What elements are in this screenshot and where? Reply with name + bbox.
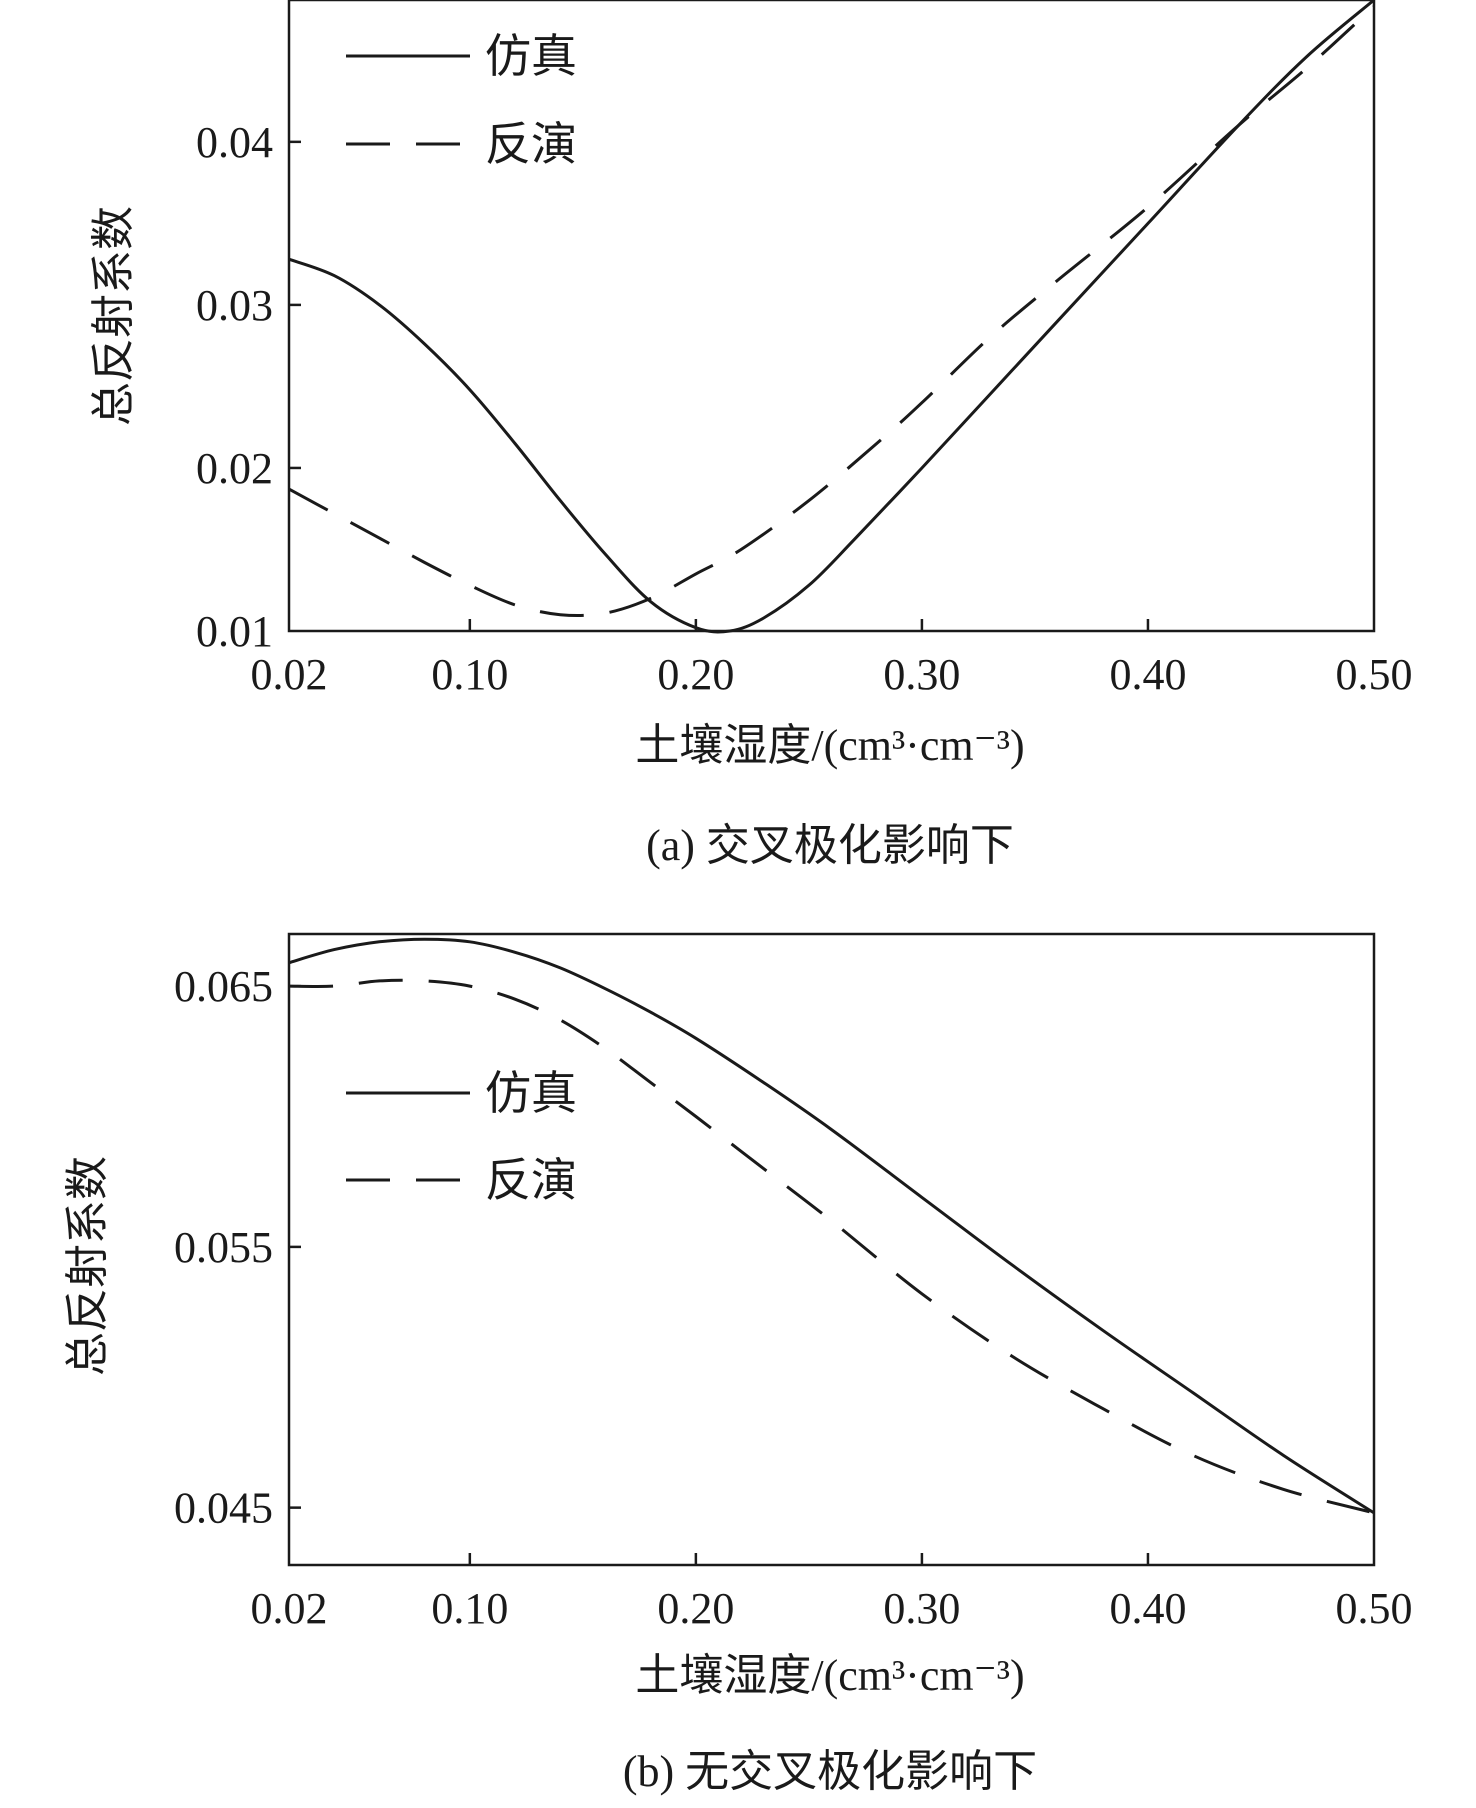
panel-b-legend-solid-label: 仿真 xyxy=(485,1068,577,1119)
y-tick-label: 0.03 xyxy=(196,281,273,330)
panel-a-plot-area xyxy=(287,0,1376,633)
panel-b-legend-dashed-label: 反演 xyxy=(485,1155,577,1206)
x-tick-label: 0.02 xyxy=(251,1584,328,1633)
panel-a-series-simulation-line xyxy=(288,0,1375,634)
y-tick-label: 0.065 xyxy=(174,962,273,1011)
panel-a-y-ticks: 0.01 0.02 0.03 0.04 xyxy=(196,118,301,656)
panel-a-axes-frame xyxy=(287,0,1376,633)
x-tick-label: 0.30 xyxy=(883,1584,960,1633)
panel-a-series-lines xyxy=(288,0,1376,634)
x-tick-label: 0.02 xyxy=(251,650,328,699)
x-tick-label: 0.20 xyxy=(657,1584,734,1633)
x-tick-label: 0.10 xyxy=(431,1584,508,1633)
panel-b-y-ticks: 0.045 0.055 0.065 xyxy=(174,962,301,1533)
panel-a-series-inversion-line xyxy=(288,5,1376,618)
x-tick-label: 0.30 xyxy=(883,650,960,699)
panel-a-x-ticks: 0.02 0.10 0.20 0.30 0.40 0.50 xyxy=(251,619,1413,699)
panel-b-series-lines xyxy=(288,937,1375,1515)
panel-a-legend-solid-label: 仿真 xyxy=(485,31,577,82)
y-tick-label: 0.055 xyxy=(174,1223,273,1272)
panel-a-x-axis-label: 土壤湿度/(cm³·cm⁻³) xyxy=(635,721,1024,770)
panel-b-x-axis-label: 土壤湿度/(cm³·cm⁻³) xyxy=(635,1651,1024,1700)
panel-b-series-inversion-line xyxy=(288,978,1375,1515)
panel-b-chart: 0.02 0.10 0.20 0.30 0.40 0.50 0.045 0.055 0.065… xyxy=(63,932,1413,1796)
x-tick-label: 0.40 xyxy=(1109,650,1186,699)
panel-a-y-axis-label: 总反射系数 xyxy=(89,206,138,426)
panel-b-plot-area xyxy=(287,932,1376,1567)
y-tick-label: 0.02 xyxy=(196,444,273,493)
panel-b-legend: 仿真 反演 xyxy=(346,1068,577,1206)
y-tick-label: 0.04 xyxy=(196,118,273,167)
panel-b-series-simulation-line xyxy=(288,937,1375,1515)
panel-a-chart: 0.02 0.10 0.20 0.30 0.40 0.50 0.010.020.030.0… xyxy=(89,0,1413,870)
x-tick-label: 0.40 xyxy=(1109,1584,1186,1633)
panel-a-legend: 仿真 反演 xyxy=(346,31,577,170)
panel-a-caption: (a) 交叉极化影响下 xyxy=(646,821,1014,870)
x-tick-label: 0.20 xyxy=(657,650,734,699)
panel-b-axes-frame xyxy=(287,932,1376,1567)
x-tick-label: 0.50 xyxy=(1336,650,1413,699)
panel-b-caption: (b) 无交叉极化影响下 xyxy=(623,1747,1037,1796)
panel-b-x-ticks: 0.02 0.10 0.20 0.30 0.40 0.50 xyxy=(251,1553,1413,1633)
x-tick-label: 0.50 xyxy=(1336,1584,1413,1633)
panel-a-legend-dashed-label: 反演 xyxy=(485,119,577,170)
x-tick-label: 0.10 xyxy=(431,650,508,699)
y-tick-label: 0.01 xyxy=(196,607,273,656)
panel-b-y-axis-label: 总反射系数 xyxy=(63,1156,112,1376)
y-tick-label: 0.045 xyxy=(174,1484,273,1533)
